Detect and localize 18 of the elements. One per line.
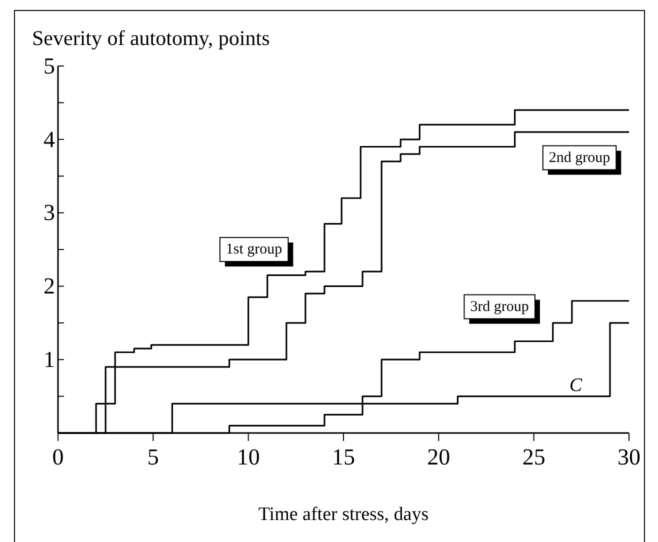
- y-tick-label: 2: [44, 274, 55, 299]
- y-axis-title: Severity of autotomy, points: [32, 26, 270, 50]
- series-label: 1st group: [226, 242, 282, 258]
- y-tick-label: 5: [44, 53, 55, 78]
- x-tick-label: 10: [236, 444, 260, 470]
- x-tick-label: 30: [618, 444, 640, 470]
- x-tick-label: 20: [427, 444, 450, 470]
- series-label: 3rd group: [470, 298, 529, 315]
- x-tick-label: 5: [147, 444, 159, 470]
- series-label: C: [569, 374, 582, 396]
- x-axis-title: Time after stress, days: [258, 504, 429, 525]
- series-label: 2nd group: [548, 150, 610, 166]
- x-tick-label: 0: [52, 444, 64, 470]
- y-tick-label: 1: [44, 346, 55, 372]
- x-tick-label: 25: [522, 444, 546, 470]
- x-tick-label: 15: [332, 444, 355, 470]
- y-tick-label: 3: [44, 200, 55, 226]
- y-tick-label: 4: [44, 126, 56, 152]
